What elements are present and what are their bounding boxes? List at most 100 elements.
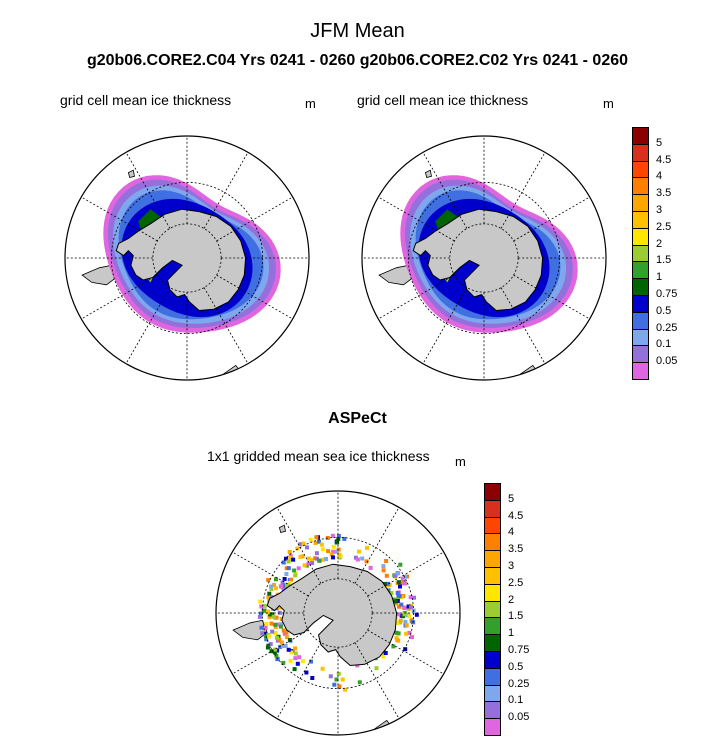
colorbar-top-swatch <box>632 244 649 263</box>
obs-cell <box>397 594 402 599</box>
obs-cell <box>364 559 369 564</box>
map-content <box>362 136 606 380</box>
obs-cell <box>403 574 407 579</box>
obs-cell <box>395 620 400 625</box>
obs-cell <box>281 628 286 633</box>
colorbar-top-swatch <box>632 194 649 212</box>
obs-cell <box>281 586 286 591</box>
obs-cell <box>284 556 288 561</box>
obs-cell <box>335 540 340 545</box>
obs-cell <box>262 603 267 608</box>
obs-cell <box>306 561 311 566</box>
obs-cell <box>407 630 412 635</box>
meridian-line <box>125 287 171 364</box>
colorbar-bottom-label: 4 <box>508 526 515 539</box>
map-border <box>361 135 607 381</box>
obs-cell <box>292 667 297 672</box>
map-content <box>216 491 460 735</box>
obs-cell <box>277 637 282 642</box>
meridian-line <box>232 551 309 597</box>
obs-cell <box>334 677 339 682</box>
obs-cell <box>283 643 288 648</box>
colorbar-top-swatch <box>632 261 649 280</box>
latitude-circle <box>152 223 222 293</box>
obs-cell <box>257 614 262 619</box>
colorbar-bottom-label: 0.1 <box>508 694 524 707</box>
obs-cell <box>396 612 401 617</box>
obs-cell <box>337 552 342 557</box>
colorbar-top: 5 4.5 4 3.5 3 2.5 2 1.5 1 0.75 0.5 0.25 0.1 0.05 <box>632 127 692 380</box>
obs-cell <box>394 630 399 635</box>
obs-cell <box>266 609 270 614</box>
obs-cell <box>310 561 315 565</box>
obs-cell <box>272 650 277 655</box>
colorbar-bottom-swatch <box>484 533 501 552</box>
africa-land <box>424 169 432 178</box>
colorbar-bottom-swatch <box>484 634 501 652</box>
meridian-line <box>513 196 590 242</box>
obs-cell <box>404 631 409 636</box>
obs-cell <box>297 655 302 660</box>
colorbar-bottom-label: 0.25 <box>508 677 530 690</box>
obs-cell <box>355 557 360 562</box>
obs-cell <box>411 608 416 613</box>
obs-cell <box>400 576 405 581</box>
obs-cell <box>284 572 289 576</box>
obs-cell <box>395 591 400 595</box>
obs-cell <box>331 549 336 554</box>
panel-1-map <box>64 135 310 381</box>
obs-cell <box>298 542 303 547</box>
panel-2-unit: m <box>603 96 614 111</box>
obs-cell <box>309 659 313 664</box>
obs-cell <box>337 684 342 689</box>
obs-cell <box>398 562 403 567</box>
obs-cell <box>314 535 319 540</box>
obs-cell <box>262 631 267 636</box>
obs-cell <box>275 657 280 662</box>
obs-cell <box>284 635 289 640</box>
meridian-line <box>216 274 293 320</box>
colorbar-top-label: 3 <box>656 204 663 216</box>
obs-cell <box>406 604 411 609</box>
latitude-circle <box>303 578 373 648</box>
obs-cell <box>393 599 398 604</box>
panel-3-unit: m <box>455 454 466 469</box>
colorbar-top-label: 1.5 <box>656 254 672 267</box>
obs-cell <box>258 599 263 604</box>
colorbar-top-swatch <box>632 328 649 347</box>
meridian-line <box>513 274 590 320</box>
obs-cell <box>396 580 401 585</box>
obs-cell <box>394 601 399 606</box>
obs-cell <box>266 578 271 583</box>
colorbar-bottom-swatch <box>484 718 501 736</box>
obs-cell <box>313 540 318 545</box>
obs-cell <box>301 541 306 546</box>
obs-cell <box>408 595 413 600</box>
obs-cell <box>267 615 272 620</box>
obs-cell <box>288 555 293 560</box>
meridian-line <box>354 507 400 584</box>
obs-cell <box>291 557 296 562</box>
obs-cell <box>384 573 389 578</box>
obs-cell <box>282 577 287 581</box>
meridian-line <box>500 152 546 229</box>
obs-cell <box>329 552 334 557</box>
obs-cell <box>326 549 331 554</box>
obs-cell <box>280 644 285 648</box>
obs-cell <box>267 591 272 596</box>
colorbar-top-swatch <box>632 295 649 313</box>
meridian-line <box>367 629 444 675</box>
obs-cell <box>399 594 404 599</box>
obs-cell <box>274 586 278 591</box>
obs-cell <box>293 646 298 651</box>
obs-cell <box>393 574 397 578</box>
obs-cell <box>402 612 407 617</box>
obs-cell <box>269 621 274 626</box>
colorbar-top-label: 0.25 <box>656 321 678 334</box>
obs-cell <box>403 619 408 624</box>
obs-cell <box>396 571 401 576</box>
obs-cell <box>300 554 305 559</box>
obs-cell <box>264 637 269 642</box>
obs-cell <box>270 629 275 634</box>
colorbar-bottom-swatch <box>484 499 501 518</box>
